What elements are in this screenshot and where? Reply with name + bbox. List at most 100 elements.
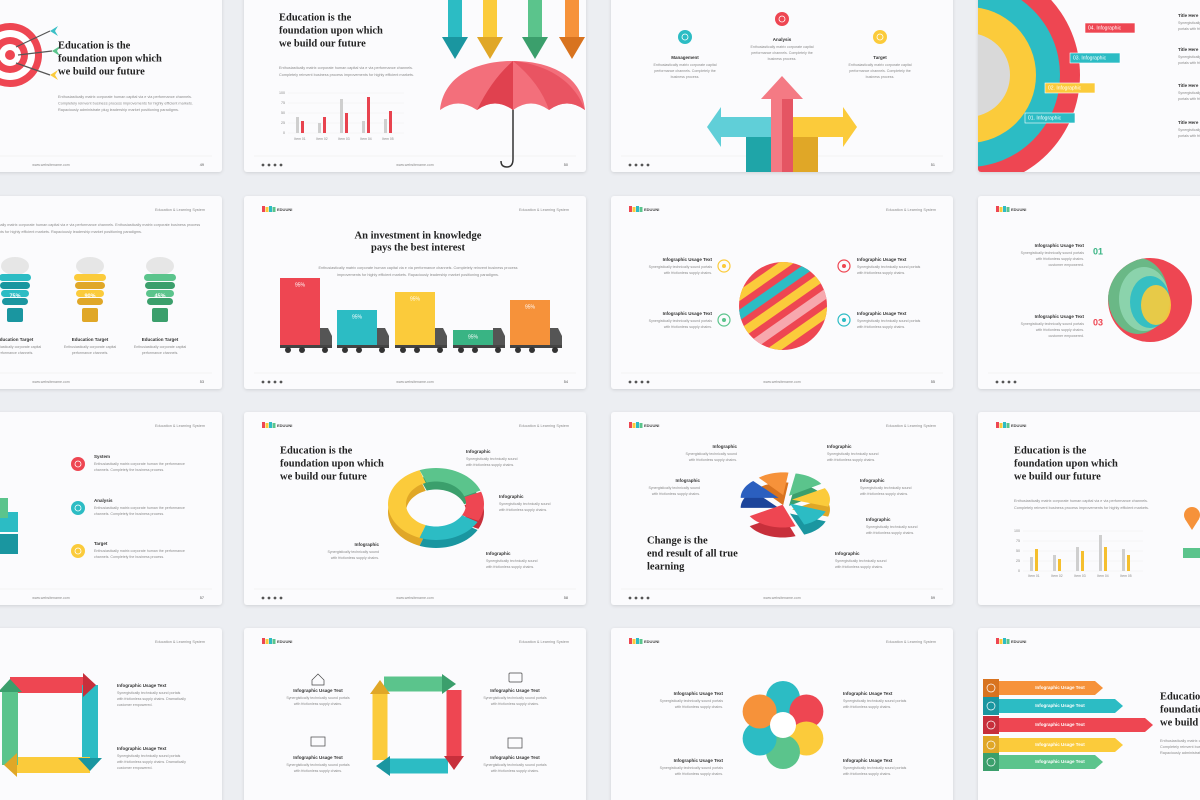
item-label: Item 01: [1028, 574, 1039, 578]
item-heading: Infographic: [355, 542, 380, 547]
bulb-coil: [2, 298, 28, 305]
truck-cab: [435, 328, 447, 345]
body-text: Rapaciously administrate plug leadership…: [58, 108, 179, 112]
slide-title: An investment in knowledge: [355, 230, 482, 241]
item-text: Synergistically technically sound portal…: [649, 319, 713, 323]
camera-icon: [508, 672, 523, 683]
cube-face: [0, 534, 18, 554]
header-text: Education & Learning System: [155, 208, 205, 212]
slide-title: Change is the: [647, 535, 708, 546]
header-text: Education & Learning System: [519, 424, 569, 428]
loop-arrow-head: [376, 756, 390, 776]
item-text: Synergistically technically sound portal…: [857, 265, 921, 269]
item-text: with frictionless supply chains.: [466, 463, 514, 467]
truck-wheel: [322, 347, 328, 353]
ring-arrow-head: [0, 679, 22, 692]
slide-title: Education is the: [1014, 445, 1087, 456]
ribbon-icon: [986, 701, 996, 711]
bulb-coil: [147, 298, 173, 305]
item-text: Enthusiastically matrix corporate capita…: [750, 45, 813, 49]
icon-glyph: [722, 318, 726, 322]
step-number: 01: [1093, 246, 1103, 256]
bar-decor: [301, 121, 304, 133]
bar-decor: [323, 117, 326, 133]
umbrella-panel: [513, 61, 585, 110]
social-icon: [640, 380, 644, 384]
truck-wheel: [458, 347, 464, 353]
slide-background: [244, 628, 586, 800]
truck-cab: [493, 328, 505, 345]
item-label: Item 02: [1051, 574, 1062, 578]
sphere-stripes: [1108, 258, 1171, 334]
slide: EDUUNI Education & Learning System www.web…: [244, 412, 586, 605]
header-text: Education & Learning System: [519, 640, 569, 644]
item-text: Synergistically technically sound: [466, 457, 518, 461]
item-heading: Management: [671, 55, 699, 60]
item-heading: Infographic Usage Text: [117, 683, 167, 688]
bulb-top: [1, 257, 29, 275]
item-label: Item 04: [360, 137, 371, 141]
social-icon: [267, 596, 271, 600]
label-box: [1069, 52, 1121, 64]
page-number: 59: [931, 596, 935, 600]
cube-face: [0, 498, 8, 518]
truck-wheel: [437, 347, 443, 353]
slide: www.websitename.com 49 Education is the fou…: [0, 0, 222, 172]
truck-cargo: [453, 330, 493, 345]
item-text: portals with frictionless supply.: [1178, 61, 1200, 65]
bar-decor: [318, 123, 321, 133]
item-label: Item 03: [1074, 574, 1085, 578]
logo-block: [639, 639, 643, 644]
item-text: portals with frictionless supply.: [1178, 134, 1200, 138]
logo-text: EDUUNI: [1011, 423, 1026, 428]
slide-background: [0, 0, 222, 172]
logo-block: [265, 639, 269, 644]
monitor-icon: [310, 736, 326, 747]
ribbon-label: Infographic Usage Text: [1035, 703, 1085, 708]
section-layer: [978, 7, 1036, 143]
bar-decor: [1076, 547, 1079, 571]
ribbon-icon: [986, 720, 996, 730]
slide-content: EDUUNI Education & Learning System Infogra…: [629, 638, 936, 776]
logo-block: [272, 207, 276, 212]
slide-content: www.websitename.com 49 Education is the fou…: [0, 23, 212, 167]
social-icon: [279, 380, 283, 384]
item-heading: Infographic: [713, 444, 738, 449]
social-icon: [279, 596, 283, 600]
page-number: 58: [564, 596, 568, 600]
slide-title: we build our future: [58, 66, 145, 77]
item-heading: Infographic: [827, 444, 852, 449]
social-icon: [273, 380, 277, 384]
logo-block: [999, 423, 1003, 428]
item-heading: Infographic: [499, 494, 524, 499]
item-label: Item 03: [338, 137, 349, 141]
logo-block: [632, 423, 636, 428]
item-text: Synergistically technically sound: [827, 452, 879, 456]
tick-label: 50: [1016, 549, 1020, 553]
item-label: Item 04: [1097, 574, 1108, 578]
truck-wheel: [515, 347, 521, 353]
percent-label: 90%: [84, 293, 95, 299]
truck-wheel: [285, 347, 291, 353]
truck-wheel: [414, 347, 420, 353]
body-text: Completely reinvent business process imp…: [1014, 506, 1149, 510]
ribbon: [983, 699, 1123, 713]
social-icon: [646, 163, 650, 167]
pie-slice: [789, 503, 826, 525]
body-text: Enthusiastically matrix corporate human …: [279, 66, 413, 70]
section-label: 04. Infographic: [1088, 25, 1122, 31]
item-heading: Analysis: [94, 498, 113, 503]
logo-block: [262, 638, 265, 644]
ribbon: [983, 738, 1123, 752]
pie-slice: [791, 488, 830, 507]
item-text: Synergistically technically sound portal…: [1021, 322, 1085, 326]
item-text: business process.: [671, 75, 700, 79]
truck-wheel: [400, 347, 406, 353]
logo-block: [1006, 207, 1010, 212]
umbrella-panel: [477, 61, 513, 110]
item-text: Synergistically technically sound: [860, 486, 912, 490]
item-text: Synergistically technically sound portal…: [483, 763, 547, 767]
item-heading: Infographic: [486, 551, 511, 556]
icon-circle: [837, 313, 851, 327]
